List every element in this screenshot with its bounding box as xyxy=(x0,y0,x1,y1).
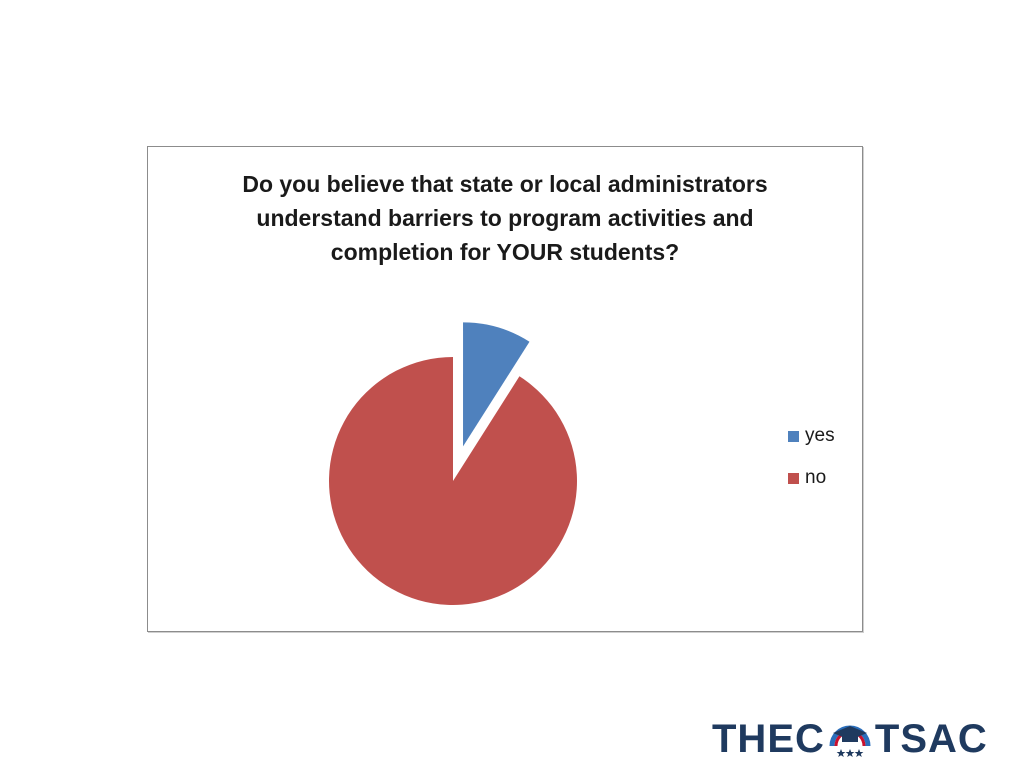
chart-area: Do you believe that state or local admin… xyxy=(147,146,863,632)
legend-label-no: no xyxy=(805,467,827,488)
chart-title: Do you believe that state or local admin… xyxy=(168,167,842,269)
legend-swatch-no xyxy=(788,472,799,484)
pie-slice-no xyxy=(328,357,577,605)
legend-swatch-yes xyxy=(788,430,799,442)
logo-text-tsac: TSAC xyxy=(874,716,988,761)
legend-label-yes: yes xyxy=(805,425,835,446)
logo-text-thec: THEC xyxy=(712,716,825,761)
legend-item-no: no xyxy=(788,457,858,499)
legend-item-yes: yes xyxy=(788,415,858,457)
pie-slice-yes xyxy=(463,322,530,447)
chart-legend: yes no xyxy=(788,415,858,499)
chart-title-line-1: Do you believe that state or local admin… xyxy=(242,171,768,197)
chart-title-line-3: completion for YOUR students? xyxy=(330,239,680,265)
chart-title-line-2: understand barriers to program activitie… xyxy=(256,205,754,231)
pie-chart xyxy=(328,322,577,605)
thec-tsac-logo: THEC TSAC xyxy=(712,716,988,762)
graduation-cap-stars-icon xyxy=(829,725,871,757)
